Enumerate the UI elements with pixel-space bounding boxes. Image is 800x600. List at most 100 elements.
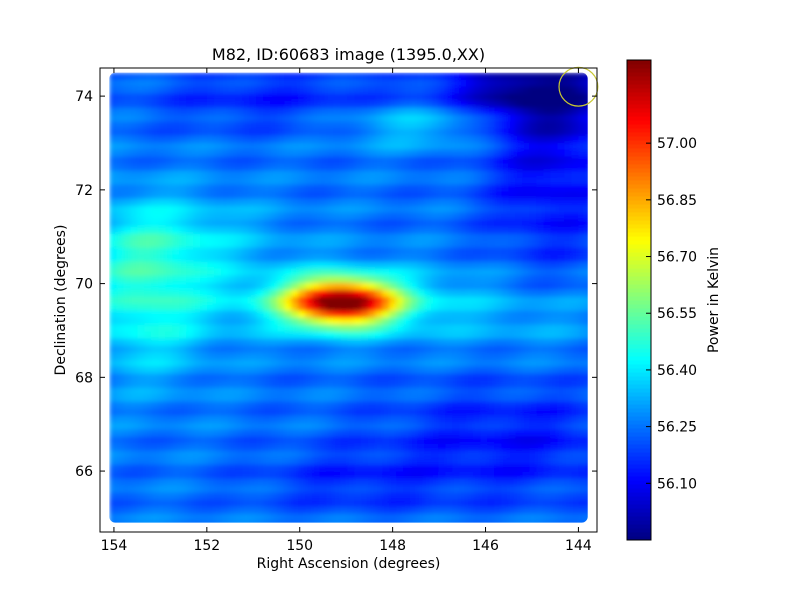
heatmap-cell bbox=[466, 310, 474, 319]
heatmap-cell bbox=[578, 373, 586, 382]
heatmap-cell bbox=[284, 226, 292, 235]
heatmap-cell bbox=[571, 142, 579, 151]
heatmap-cell bbox=[158, 247, 166, 256]
heatmap-cell bbox=[151, 408, 159, 417]
heatmap-cell bbox=[536, 436, 544, 445]
heatmap-cell bbox=[501, 79, 509, 88]
heatmap-cell bbox=[445, 303, 453, 312]
heatmap-cell bbox=[242, 198, 250, 207]
heatmap-cell bbox=[494, 212, 502, 221]
heatmap-cell bbox=[571, 422, 579, 431]
heatmap-cell bbox=[543, 436, 551, 445]
heatmap-cell bbox=[375, 233, 383, 242]
heatmap-cell bbox=[417, 366, 425, 375]
heatmap-cell bbox=[480, 513, 488, 522]
heatmap-cell bbox=[277, 177, 285, 186]
heatmap-cell bbox=[459, 373, 467, 382]
heatmap-cell bbox=[508, 163, 516, 172]
heatmap-cell bbox=[158, 317, 166, 326]
heatmap-cell bbox=[368, 415, 376, 424]
heatmap-cell bbox=[382, 499, 390, 508]
heatmap-cell bbox=[396, 345, 404, 354]
heatmap-cell bbox=[249, 303, 257, 312]
heatmap-cell bbox=[165, 107, 173, 116]
colorbar-segment bbox=[627, 304, 651, 309]
heatmap-cell bbox=[424, 170, 432, 179]
heatmap-cell bbox=[361, 93, 369, 102]
heatmap-cell bbox=[109, 289, 117, 298]
heatmap-cell bbox=[277, 324, 285, 333]
heatmap-cell bbox=[333, 471, 341, 480]
heatmap-cell bbox=[494, 72, 502, 81]
heatmap-cell bbox=[298, 114, 306, 123]
heatmap-cell bbox=[109, 324, 117, 333]
heatmap-cell bbox=[263, 506, 271, 515]
heatmap-cell bbox=[522, 331, 530, 340]
heatmap-cell bbox=[165, 317, 173, 326]
heatmap-cell bbox=[130, 198, 138, 207]
heatmap-cell bbox=[305, 387, 313, 396]
heatmap-cell bbox=[438, 471, 446, 480]
heatmap-cell bbox=[305, 450, 313, 459]
heatmap-cell bbox=[347, 282, 355, 291]
colorbar-segment bbox=[627, 412, 651, 417]
heatmap-cell bbox=[494, 261, 502, 270]
heatmap-cell bbox=[529, 429, 537, 438]
heatmap-cell bbox=[564, 219, 572, 228]
heatmap-cell bbox=[137, 86, 145, 95]
heatmap-cell bbox=[242, 506, 250, 515]
heatmap-cell bbox=[326, 254, 334, 263]
heatmap-cell bbox=[585, 156, 588, 165]
heatmap-cell bbox=[564, 198, 572, 207]
colorbar-segment bbox=[627, 144, 651, 149]
heatmap-cell bbox=[494, 86, 502, 95]
heatmap-cell bbox=[396, 394, 404, 403]
heatmap-cell bbox=[473, 366, 481, 375]
heatmap-cell bbox=[312, 72, 320, 81]
heatmap-cell bbox=[389, 352, 397, 361]
heatmap-cell bbox=[186, 471, 194, 480]
heatmap-cell bbox=[382, 107, 390, 116]
heatmap-cell bbox=[291, 128, 299, 137]
heatmap-cell bbox=[186, 331, 194, 340]
heatmap-cell bbox=[333, 415, 341, 424]
heatmap-cell bbox=[326, 163, 334, 172]
heatmap-cell bbox=[144, 233, 152, 242]
heatmap-cell bbox=[270, 156, 278, 165]
heatmap-cell bbox=[158, 506, 166, 515]
heatmap-cell bbox=[263, 184, 271, 193]
heatmap-cell bbox=[340, 247, 348, 256]
heatmap-cell bbox=[305, 331, 313, 340]
heatmap-cell bbox=[494, 282, 502, 291]
heatmap-cell bbox=[473, 352, 481, 361]
heatmap-cell bbox=[578, 506, 586, 515]
heatmap-cell bbox=[396, 177, 404, 186]
heatmap-cell bbox=[424, 163, 432, 172]
heatmap-cell bbox=[571, 275, 579, 284]
heatmap-cell bbox=[298, 485, 306, 494]
heatmap-cell bbox=[270, 198, 278, 207]
heatmap-cell bbox=[375, 205, 383, 214]
heatmap-cell bbox=[284, 261, 292, 270]
heatmap-cell bbox=[158, 345, 166, 354]
heatmap-cell bbox=[564, 338, 572, 347]
heatmap-cell bbox=[375, 149, 383, 158]
colorbar-segment bbox=[627, 488, 651, 493]
heatmap-cell bbox=[347, 156, 355, 165]
heatmap-cell bbox=[445, 184, 453, 193]
heatmap-cell bbox=[228, 499, 236, 508]
heatmap-cell bbox=[529, 114, 537, 123]
heatmap-cell bbox=[403, 387, 411, 396]
heatmap-cell bbox=[480, 499, 488, 508]
heatmap-cell bbox=[557, 408, 565, 417]
heatmap-cell bbox=[431, 408, 439, 417]
heatmap-cell bbox=[585, 457, 588, 466]
heatmap-cell bbox=[564, 450, 572, 459]
heatmap-cell bbox=[487, 464, 495, 473]
heatmap-cell bbox=[158, 471, 166, 480]
heatmap-cell bbox=[438, 317, 446, 326]
colorbar-segment bbox=[627, 272, 651, 277]
heatmap-cell bbox=[123, 345, 131, 354]
heatmap-cell bbox=[270, 408, 278, 417]
heatmap-cell bbox=[263, 205, 271, 214]
